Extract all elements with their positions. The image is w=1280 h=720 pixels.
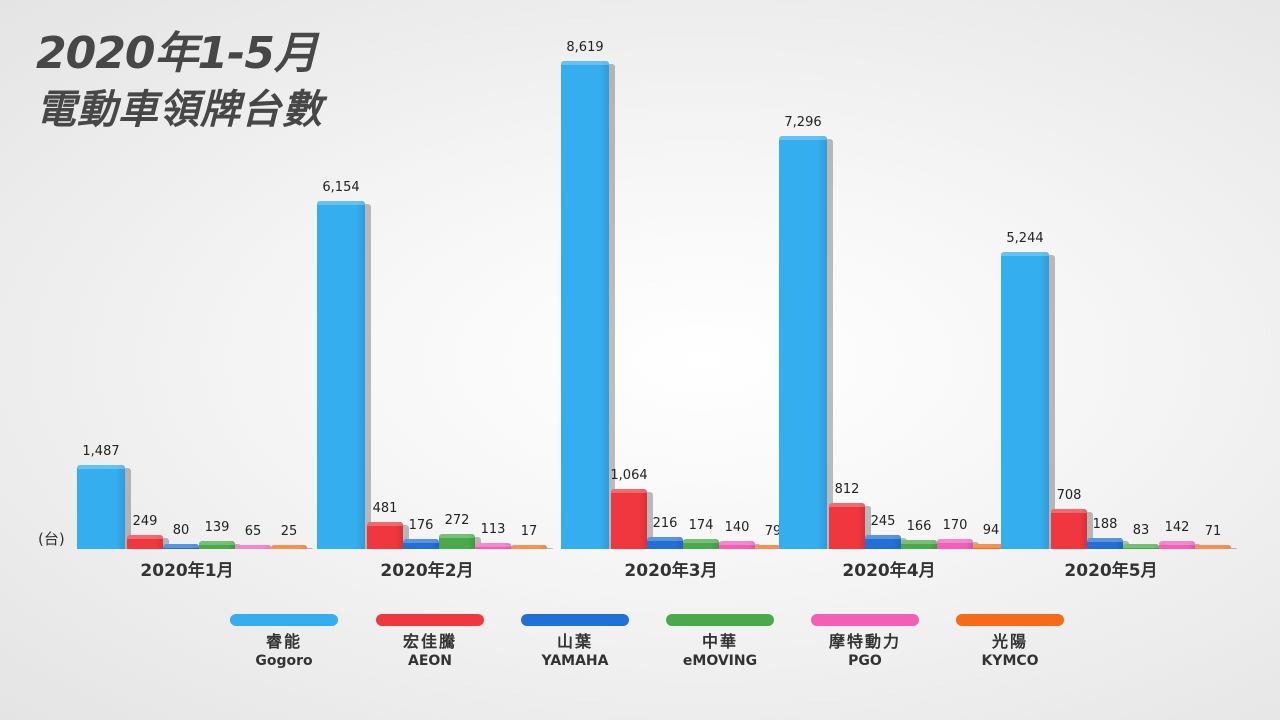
legend-label-zh: 摩特動力	[828, 632, 901, 651]
legend-label-zh: 宏佳騰	[402, 632, 457, 651]
bar-gogoro	[1001, 252, 1055, 549]
legend-item-aeon: 宏佳騰 AEON	[375, 614, 485, 670]
value-label-yamaha: 188	[1092, 517, 1118, 532]
value-label-yamaha: 80	[172, 523, 190, 538]
bar-pgo	[937, 539, 979, 549]
y-unit-label: (台)	[38, 530, 65, 548]
value-label-gogoro: 1,487	[82, 444, 120, 459]
legend-label-zh: 光陽	[991, 632, 1028, 651]
legend-item-kymco: 光陽 KYMCO	[955, 614, 1065, 670]
bar-kymco	[1195, 545, 1237, 549]
x-axis-category-label: 2020年3月	[624, 561, 718, 581]
value-label-aeon: 481	[372, 501, 398, 516]
value-label-gogoro: 7,296	[784, 115, 822, 130]
legend-label-zh: 山葉	[556, 632, 593, 651]
x-axis-category-label: 2020年1月	[140, 561, 234, 581]
value-label-kymco: 25	[280, 524, 298, 539]
value-label-yamaha: 245	[870, 514, 896, 529]
bar-aeon	[367, 522, 409, 549]
value-label-gogoro: 5,244	[1006, 231, 1044, 246]
bar-emoving	[901, 540, 943, 549]
value-label-gogoro: 6,154	[322, 180, 360, 195]
value-label-aeon: 812	[834, 482, 860, 497]
value-label-emoving: 139	[204, 520, 230, 535]
bar-yamaha	[647, 537, 689, 549]
bar-aeon	[829, 503, 871, 549]
bar-yamaha	[1087, 538, 1129, 549]
legend-item-pgo: 摩特動力 PGO	[810, 614, 920, 670]
bar-emoving	[1123, 544, 1165, 549]
legend-label-zh: 中華	[701, 632, 738, 651]
value-label-emoving: 166	[906, 519, 932, 534]
bar-yamaha	[403, 539, 445, 549]
bar-gogoro	[77, 465, 131, 549]
bar-gogoro	[779, 136, 833, 549]
value-label-yamaha: 176	[408, 518, 434, 533]
legend-swatch-emoving	[666, 614, 774, 626]
bar-pgo	[1159, 541, 1201, 549]
legend-label-en: eMOVING	[682, 653, 758, 669]
value-label-kymco: 17	[520, 524, 538, 539]
value-label-gogoro: 8,619	[566, 40, 604, 55]
legend-label-en: Gogoro	[255, 653, 313, 669]
legend-swatch-gogoro	[230, 614, 338, 626]
legend-label-zh: 睿能	[265, 632, 302, 651]
bar-gogoro	[317, 201, 371, 549]
bar-pgo	[475, 543, 517, 549]
value-label-pgo: 65	[244, 524, 262, 539]
bar-emoving	[683, 539, 725, 549]
legend-item-emoving: 中華 eMOVING	[665, 614, 775, 670]
value-label-emoving: 83	[1132, 523, 1150, 538]
value-label-kymco: 94	[982, 523, 1000, 538]
bar-pgo	[235, 545, 277, 549]
legend-label-en: AEON	[407, 653, 453, 669]
value-label-emoving: 174	[688, 518, 714, 533]
value-label-yamaha: 216	[652, 516, 678, 531]
bar-gogoro	[561, 61, 615, 549]
value-label-aeon: 249	[132, 514, 158, 529]
value-label-aeon: 708	[1056, 488, 1082, 503]
value-label-emoving: 272	[444, 513, 470, 528]
bar-aeon	[611, 489, 653, 549]
bar-yamaha	[865, 535, 907, 549]
legend-label-en: PGO	[848, 653, 882, 669]
bar-yamaha	[163, 544, 205, 549]
value-label-pgo: 170	[942, 518, 968, 533]
x-axis-category-label: 2020年4月	[842, 561, 936, 581]
chart-title: 2020年1-5月 電動車領牌台數	[36, 26, 323, 138]
value-label-pgo: 142	[1164, 520, 1190, 535]
legend-swatch-pgo	[811, 614, 919, 626]
bar-aeon	[1051, 509, 1093, 549]
legend-swatch-yamaha	[521, 614, 629, 626]
legend-swatch-kymco	[956, 614, 1064, 626]
value-label-kymco: 71	[1204, 524, 1222, 539]
legend-item-gogoro: 睿能 Gogoro	[229, 614, 339, 670]
value-label-kymco: 79	[764, 524, 782, 539]
chart-title-line1: 2020年1-5月	[36, 28, 318, 79]
value-label-pgo: 140	[724, 520, 750, 535]
x-axis-category-label: 2020年2月	[380, 561, 474, 581]
bar-kymco	[511, 545, 553, 549]
bar-emoving	[199, 541, 241, 549]
legend-swatch-aeon	[376, 614, 484, 626]
bar-pgo	[719, 541, 761, 549]
legend-label-en: KYMCO	[981, 653, 1039, 669]
chart-title-line2: 電動車領牌台數	[36, 87, 323, 133]
value-label-aeon: 1,064	[610, 468, 648, 483]
x-axis-category-label: 2020年5月	[1064, 561, 1158, 581]
bar-aeon	[127, 535, 169, 549]
legend-label-en: YAMAHA	[541, 653, 609, 669]
bar-kymco	[271, 545, 313, 549]
legend-item-yamaha: 山葉 YAMAHA	[520, 614, 630, 670]
value-label-pgo: 113	[480, 522, 506, 537]
